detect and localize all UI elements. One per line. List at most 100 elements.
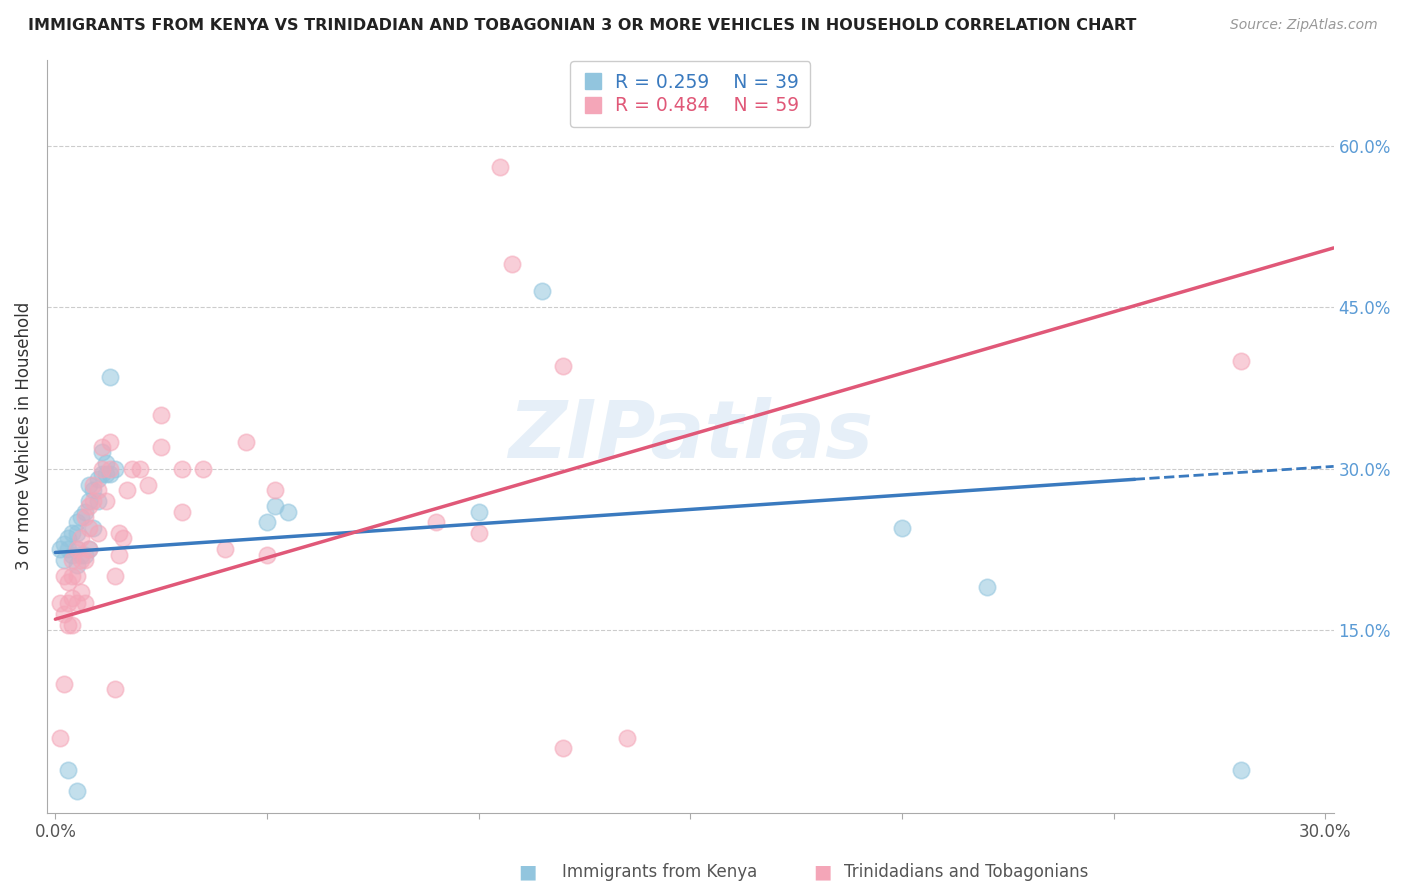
Point [256, 548, 278, 562]
Point [65, 516, 87, 530]
Y-axis label: 3 or more Vehicles in Household: 3 or more Vehicles in Household [15, 302, 32, 570]
Point [52, 607, 75, 621]
Point [104, 569, 127, 583]
Point [264, 499, 287, 513]
Point [69, 510, 91, 524]
Point [60, 591, 83, 605]
Point [1229, 763, 1251, 777]
Point [94, 493, 117, 508]
Point [172, 461, 194, 475]
Point [52, 677, 75, 691]
Point [150, 408, 173, 422]
Point [82, 477, 104, 491]
Point [65, 558, 87, 573]
Point [56, 763, 79, 777]
Point [52, 569, 75, 583]
Text: Source: ZipAtlas.com: Source: ZipAtlas.com [1230, 18, 1378, 32]
Point [65, 784, 87, 798]
Point [60, 553, 83, 567]
Point [214, 542, 236, 557]
Point [150, 440, 173, 454]
Point [77, 521, 100, 535]
Point [193, 461, 215, 475]
Point [48, 731, 70, 745]
Point [277, 505, 299, 519]
Point [112, 532, 135, 546]
Point [65, 596, 87, 610]
Point [65, 542, 87, 557]
Point [117, 483, 139, 497]
Point [77, 542, 100, 557]
Point [52, 553, 75, 567]
Point [94, 467, 117, 481]
Point [86, 493, 108, 508]
Point [73, 505, 96, 519]
Point [65, 526, 87, 541]
Point [235, 434, 257, 449]
Point [82, 483, 104, 497]
Point [488, 160, 510, 174]
Point [502, 257, 524, 271]
Point [77, 477, 100, 491]
Point [890, 521, 912, 535]
Text: Trinidadians and Tobagonians: Trinidadians and Tobagonians [844, 863, 1088, 881]
Point [77, 499, 100, 513]
Text: ■: ■ [813, 863, 832, 882]
Legend: R = 0.259    N = 39, R = 0.484    N = 59: R = 0.259 N = 39, R = 0.484 N = 59 [569, 62, 810, 127]
Point [976, 580, 998, 594]
Point [77, 493, 100, 508]
Text: ■: ■ [517, 863, 537, 882]
Point [65, 542, 87, 557]
Point [553, 741, 575, 756]
Point [52, 537, 75, 551]
Point [90, 461, 112, 475]
Point [108, 548, 131, 562]
Point [77, 542, 100, 557]
Point [553, 359, 575, 374]
Point [56, 574, 79, 589]
Point [138, 477, 160, 491]
Point [129, 461, 152, 475]
Point [467, 526, 489, 541]
Point [86, 472, 108, 486]
Point [82, 521, 104, 535]
Point [69, 585, 91, 599]
Point [65, 569, 87, 583]
Point [90, 440, 112, 454]
Point [60, 617, 83, 632]
Point [73, 596, 96, 610]
Point [100, 434, 122, 449]
Point [56, 542, 79, 557]
Point [264, 483, 287, 497]
Point [48, 596, 70, 610]
Point [60, 548, 83, 562]
Point [108, 526, 131, 541]
Point [69, 553, 91, 567]
Point [100, 370, 122, 384]
Point [616, 731, 638, 745]
Point [73, 510, 96, 524]
Point [60, 569, 83, 583]
Point [48, 542, 70, 557]
Point [1229, 354, 1251, 368]
Point [86, 483, 108, 497]
Point [100, 467, 122, 481]
Text: Immigrants from Kenya: Immigrants from Kenya [562, 863, 758, 881]
Point [69, 532, 91, 546]
Point [90, 445, 112, 459]
Point [73, 548, 96, 562]
Point [425, 516, 447, 530]
Text: IMMIGRANTS FROM KENYA VS TRINIDADIAN AND TOBAGONIAN 3 OR MORE VEHICLES IN HOUSEH: IMMIGRANTS FROM KENYA VS TRINIDADIAN AND… [28, 18, 1136, 33]
Point [90, 467, 112, 481]
Point [56, 617, 79, 632]
Point [172, 505, 194, 519]
Point [69, 548, 91, 562]
Point [121, 461, 143, 475]
Point [94, 456, 117, 470]
Point [56, 596, 79, 610]
Point [86, 526, 108, 541]
Point [60, 526, 83, 541]
Point [56, 532, 79, 546]
Point [104, 461, 127, 475]
Point [256, 516, 278, 530]
